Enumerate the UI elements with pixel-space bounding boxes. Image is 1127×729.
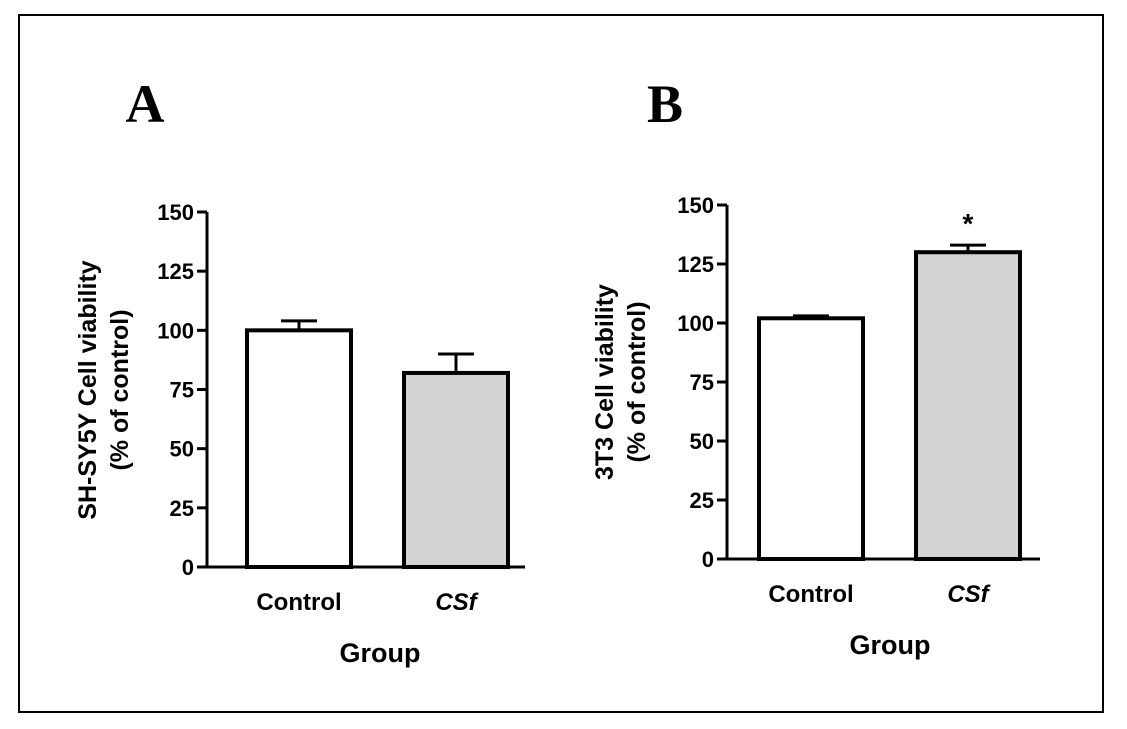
x-axis-title: Group	[850, 630, 931, 660]
y-axis-title-line: (% of control)	[623, 301, 651, 462]
y-tick-label: 0	[702, 547, 714, 572]
y-tick-label: 75	[690, 370, 714, 395]
y-axis-title-line: (% of control)	[106, 309, 134, 470]
panel-label: B	[647, 74, 683, 134]
y-tick-label: 100	[677, 311, 714, 336]
x-tick-label: CSf	[435, 589, 478, 616]
bar-control	[757, 316, 865, 561]
y-axis-title-line: SH-SY5Y Cell viability	[74, 260, 102, 519]
y-tick-label: 150	[157, 200, 194, 225]
y-tick-label: 25	[170, 496, 194, 521]
chart-panel-a: A 0 25 50 75 100 125 150 Control CSf Group SH-SY5Y …	[74, 74, 525, 668]
y-tick-label: 100	[157, 318, 194, 343]
y-tick-label: 125	[677, 252, 714, 277]
y-tick-label: 50	[170, 437, 194, 462]
y-tick-label: 150	[677, 193, 714, 218]
panel-label: A	[126, 74, 165, 134]
x-tick-label: Control	[768, 581, 853, 608]
y-tick-label: 75	[170, 378, 194, 403]
bar-csf	[914, 250, 1022, 561]
y-tick-label: 125	[157, 259, 194, 284]
y-tick-label: 50	[690, 429, 714, 454]
y-axis-title-line: 3T3 Cell viability	[591, 284, 619, 480]
y-tick-label: 0	[182, 555, 194, 580]
bar-csf	[402, 370, 510, 569]
x-tick-label: Control	[256, 589, 341, 616]
chart-panel-b: B 0 25 50 75 100 125 150 Control CSf * Group 3T3 Cel…	[591, 74, 1040, 660]
x-tick-label: CSf	[947, 581, 990, 608]
bar-control	[245, 328, 353, 570]
x-axis-title: Group	[340, 638, 421, 668]
significance-marker: *	[963, 208, 974, 239]
y-tick-label: 25	[690, 488, 714, 513]
